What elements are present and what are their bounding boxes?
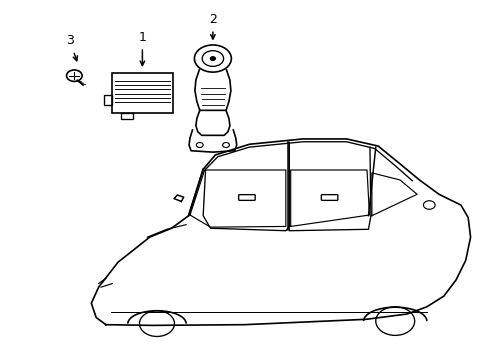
Bar	[121, 113, 132, 119]
Text: 1: 1	[138, 31, 146, 44]
Circle shape	[210, 57, 215, 60]
Bar	[112, 73, 173, 113]
Bar	[104, 95, 112, 105]
Text: 2: 2	[208, 13, 216, 26]
Text: 3: 3	[66, 34, 74, 47]
